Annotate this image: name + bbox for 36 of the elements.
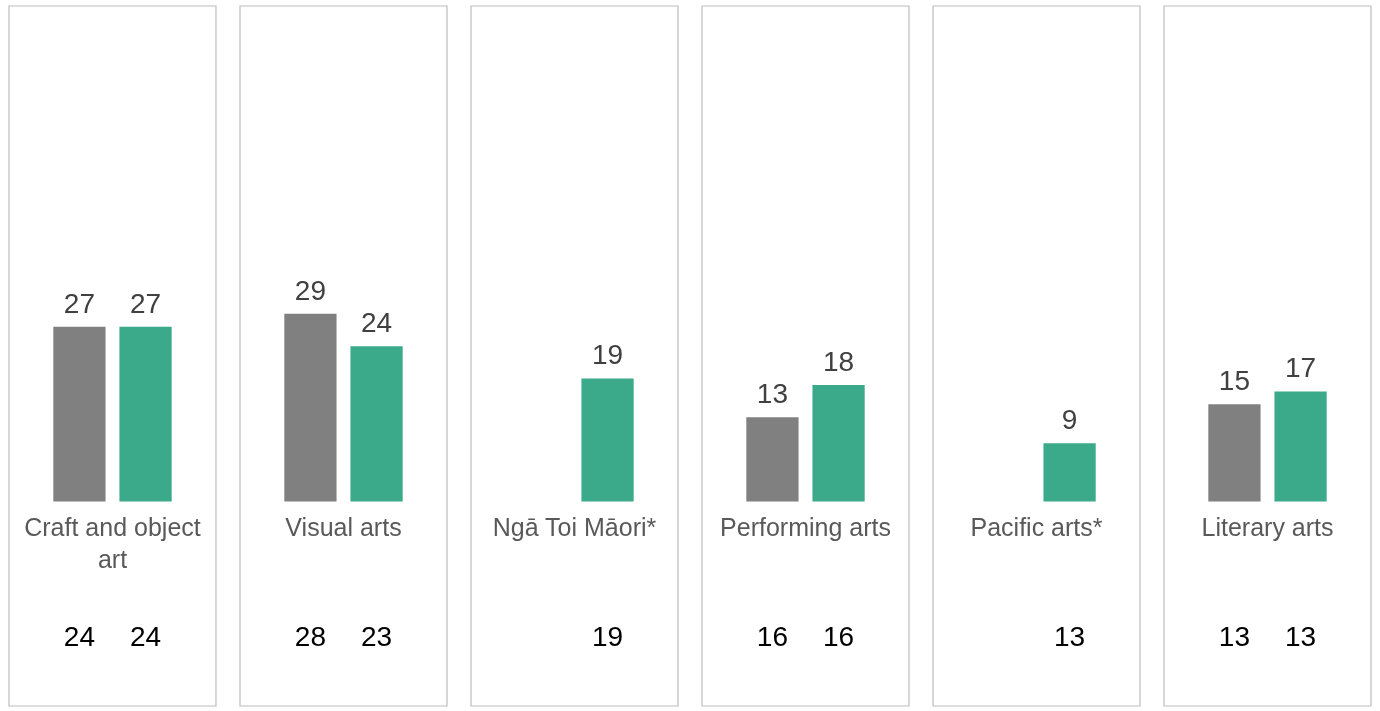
- text: 13: [1053, 621, 1086, 653]
- text: 13: [1285, 621, 1317, 653]
- data-label: 15: [1218, 365, 1251, 397]
- text: 16: [822, 621, 855, 653]
- text: 23: [360, 621, 393, 653]
- bar: [284, 313, 337, 502]
- text: 24: [129, 621, 162, 653]
- data-label: 13: [756, 378, 789, 410]
- x-tick-label: Pacific arts*: [970, 512, 1103, 541]
- bar: [1208, 404, 1261, 502]
- x-tick-label: Craft and object art: [24, 512, 201, 573]
- bar: [1274, 391, 1327, 502]
- data-label: 19: [591, 339, 624, 371]
- text: 24: [63, 621, 95, 653]
- bar: [812, 384, 865, 502]
- data-label: 24: [360, 307, 393, 339]
- data-label: 9: [1061, 404, 1078, 436]
- text: 16: [756, 621, 789, 653]
- text: 28: [294, 621, 327, 653]
- bar: [1043, 443, 1096, 502]
- data-label: 18: [822, 345, 855, 377]
- x-tick-label: Visual arts: [285, 512, 402, 541]
- bar: [119, 326, 172, 502]
- data-label: 27: [129, 287, 162, 319]
- text: 13: [1218, 621, 1251, 653]
- data-label: 17: [1285, 352, 1317, 384]
- bar: [746, 417, 799, 502]
- bar: [350, 346, 403, 502]
- data-label: 27: [63, 287, 95, 319]
- bar: [53, 326, 106, 502]
- x-tick-label: Ngā Toi Māori*: [492, 512, 657, 541]
- data-label: 29: [294, 274, 327, 306]
- x-tick-label: Performing arts: [720, 512, 891, 541]
- bar: [581, 378, 634, 502]
- text: 19: [591, 621, 624, 653]
- x-tick-label: Literary arts: [1201, 512, 1334, 541]
